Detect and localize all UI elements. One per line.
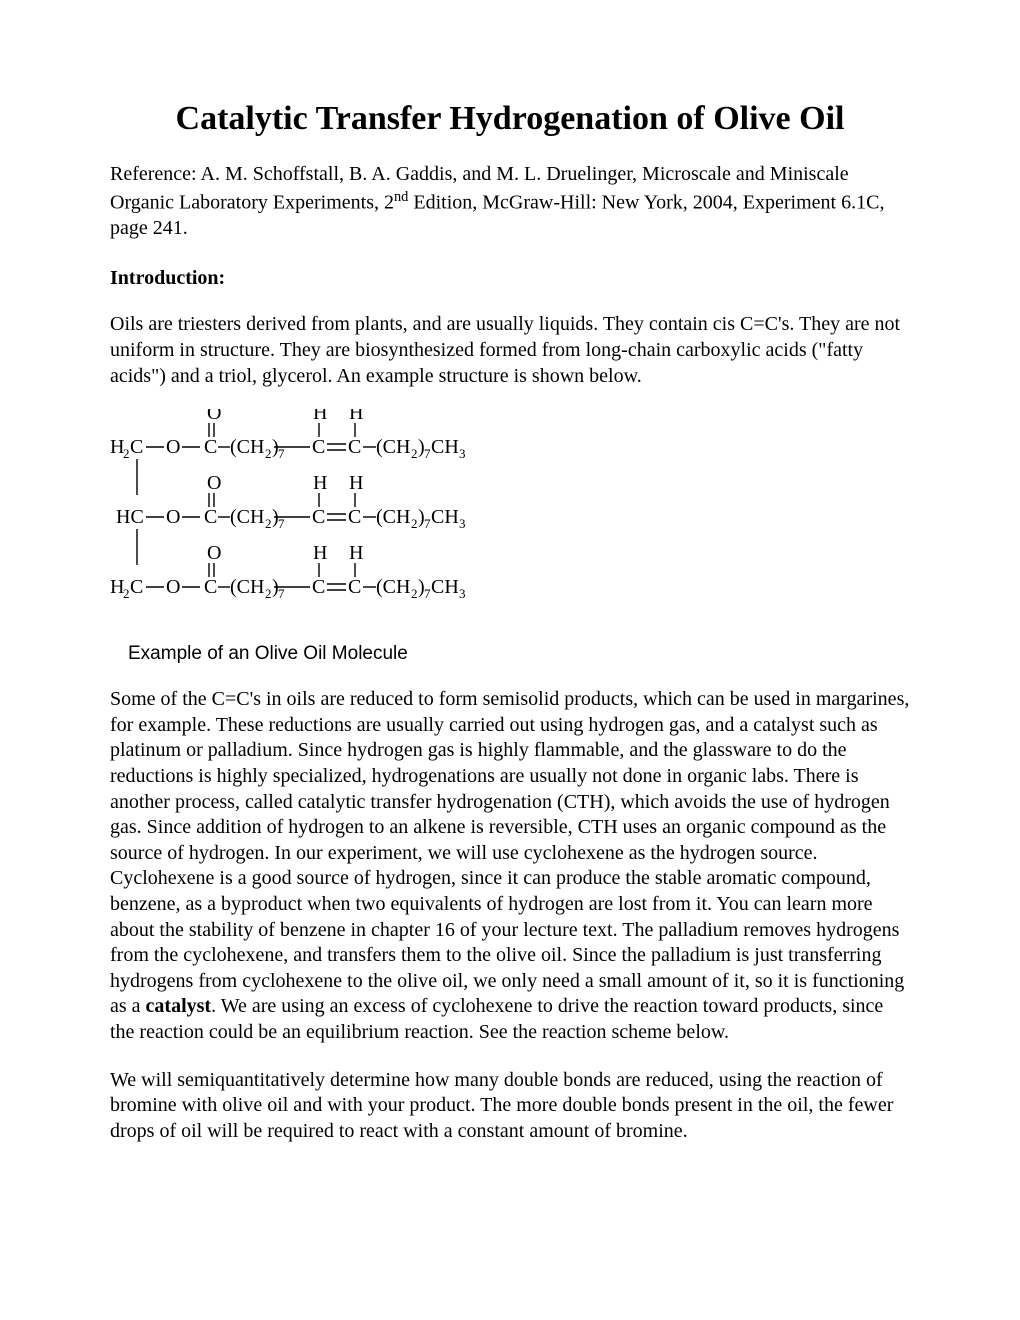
catalyst-bold: catalyst (146, 995, 212, 1017)
body-paragraph: Some of the C=C's in oils are reduced to… (110, 687, 910, 1045)
reference-paragraph: Reference: A. M. Schoffstall, B. A. Gadd… (110, 162, 910, 241)
molecule-svg: O O C (CH 2 ) 7 (110, 409, 550, 639)
svg-text:C: C (130, 436, 143, 458)
reference-sup: nd (394, 189, 408, 205)
svg-text:HC: HC (116, 506, 144, 528)
molecule-figure: O O C (CH 2 ) 7 (110, 409, 910, 665)
body-part1: Some of the C=C's in oils are reduced to… (110, 688, 909, 1017)
svg-text:2: 2 (123, 446, 130, 461)
figure-caption: Example of an Olive Oil Molecule (128, 643, 910, 665)
body-part2: . We are using an excess of cyclohexene … (110, 995, 883, 1043)
intro-paragraph: Oils are triesters derived from plants, … (110, 312, 910, 389)
last-paragraph: We will semiquantitatively determine how… (110, 1068, 910, 1145)
page: Catalytic Transfer Hydrogenation of Oliv… (0, 0, 1020, 1320)
svg-text:2: 2 (123, 586, 130, 601)
document-title: Catalytic Transfer Hydrogenation of Oliv… (110, 100, 910, 138)
introduction-heading: Introduction: (110, 267, 910, 290)
svg-text:C: C (130, 576, 143, 598)
